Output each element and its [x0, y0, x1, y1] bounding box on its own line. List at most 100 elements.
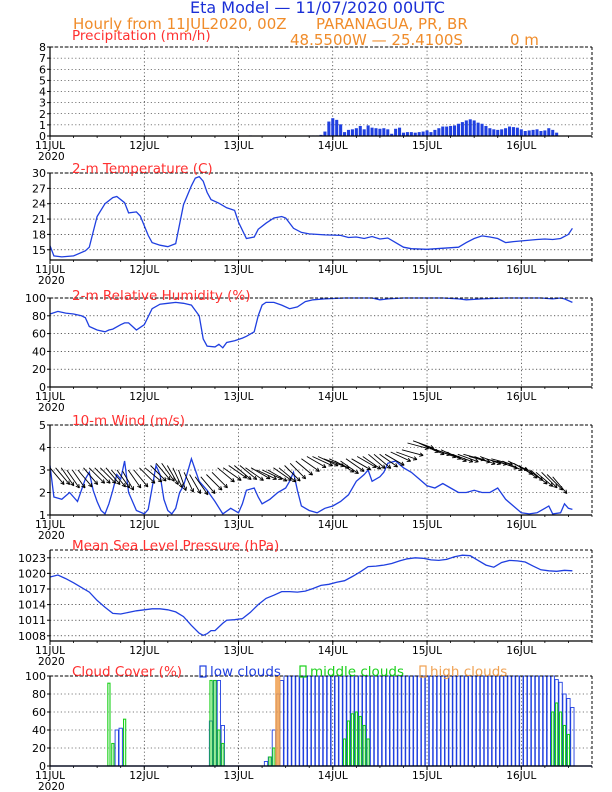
precip-bar [346, 129, 351, 136]
y-tick-label: 3 [39, 97, 46, 110]
wind-vector [362, 456, 382, 470]
panel-title-temp: 2-m Temperature (C) [72, 161, 213, 177]
cloud-bar-middle-clouds [209, 679, 213, 767]
cloud-bar-low-clouds [389, 675, 394, 767]
cloud-bar-middle-clouds [558, 711, 563, 767]
cloud-bar-middle-clouds [217, 729, 221, 767]
y-tick-label: 18 [32, 228, 46, 241]
cloud-bar-middle-clouds [272, 747, 276, 767]
wind-vector [351, 458, 372, 471]
precip-bar [339, 124, 343, 136]
cloud-bar-middle-clouds [221, 742, 225, 767]
precip-bar [500, 129, 504, 136]
location-label: PARANAGUA, PR, BR [316, 15, 468, 33]
cloud-bar-middle-clouds [122, 718, 127, 767]
y-tick-label: 6 [39, 63, 46, 76]
x-tick-label: 14JUL [318, 770, 348, 782]
coordinates-label: 48.5500W — 25.4100S [290, 31, 463, 49]
y-tick-label: 2 [39, 487, 46, 500]
y-tick-label: 1014 [18, 599, 46, 612]
precip-bar [366, 125, 370, 136]
series-line-rh [49, 297, 573, 349]
x-tick-label: 12JUL [129, 391, 159, 403]
cloud-bar-low-clouds [322, 675, 328, 767]
x-tick-label: 13JUL [224, 391, 254, 403]
cloud-bar-middle-clouds [213, 679, 217, 767]
wind-vector [127, 469, 142, 489]
wind-vector [161, 463, 175, 482]
wind-vector [139, 467, 156, 484]
cloud-bar-low-clouds [263, 761, 269, 767]
y-tick-label: 0 [39, 760, 46, 773]
cloud-bar-low-clouds [464, 675, 469, 767]
y-tick-label: 1011 [18, 614, 46, 627]
x-tick-label: 15JUL [412, 770, 442, 782]
wind-vector [111, 469, 127, 488]
x-tick-label: 13JUL [224, 140, 254, 152]
wind-vector [373, 453, 392, 469]
precip-bar [456, 123, 460, 136]
wind-vector [88, 467, 106, 484]
wind-vector [155, 463, 171, 481]
cloud-bar-low-clouds [503, 675, 508, 767]
wind-vector [172, 467, 183, 489]
cloud-bar-low-clouds [460, 675, 465, 767]
wind-vector [222, 467, 242, 481]
cloud-bar-low-clouds [511, 675, 516, 767]
precip-bar [386, 129, 390, 136]
cloud-bar-low-clouds [499, 675, 504, 767]
wind-vector [77, 469, 93, 488]
cloud-bar-low-clouds [468, 675, 473, 767]
precip-bar [531, 129, 535, 136]
wind-vector [530, 469, 548, 485]
panel-wind: 1 2 3 4 5 11JUL 12JUL 13JUL 14JUL 15JUL 16JUL 2020 1… [35, 413, 593, 542]
wind-vector [345, 458, 365, 472]
cloud-bar-low-clouds [534, 675, 540, 767]
precip-bar [449, 125, 453, 136]
x-tick-label: 11JUL [35, 264, 65, 276]
cloud-bar-low-clouds [287, 675, 292, 767]
cloud-bar-middle-clouds [268, 756, 272, 767]
cloud-bar-low-clouds [314, 675, 320, 767]
cloud-bar-middle-clouds [562, 724, 567, 767]
wind-vector [60, 467, 75, 487]
wind-vector [535, 471, 554, 487]
y-tick-label: 2 [39, 108, 46, 121]
legend-label: low clouds [210, 664, 281, 680]
cloud-bar-low-clouds [299, 675, 304, 767]
x-tick-label: 12JUL [129, 264, 159, 276]
cloud-bar-low-clouds [334, 675, 339, 767]
panel-title-mslp: Mean Sea Level Pressure (hPa) [72, 538, 279, 554]
wind-vector [49, 467, 65, 486]
y-tick-label: 20 [32, 363, 46, 376]
x-tick-label: 11JUL [35, 140, 65, 152]
cloud-bar-middle-clouds [342, 738, 347, 767]
wind-vector [435, 449, 457, 459]
precip-bar [535, 129, 539, 136]
year-label: 2020 [38, 151, 65, 163]
legend-label: high clouds [430, 664, 507, 680]
precip-bar [433, 129, 437, 136]
precip-bar [472, 120, 476, 136]
x-tick-label: 16JUL [506, 645, 536, 657]
x-tick-label: 15JUL [412, 519, 442, 531]
wind-vector [122, 470, 135, 491]
precip-bar [398, 127, 402, 136]
cloud-bar-low-clouds [436, 675, 441, 767]
precip-bar [445, 126, 449, 136]
cloud-bar-low-clouds [479, 675, 485, 767]
cloud-bar-low-clouds [507, 675, 512, 767]
chart-header: Eta Model — 11/07/2020 00UTC Hourly from… [0, 0, 612, 48]
cloud-bar-low-clouds [440, 675, 445, 767]
x-tick-label: 15JUL [412, 140, 442, 152]
wind-vector [144, 467, 163, 483]
cloud-bar-low-clouds [401, 675, 406, 767]
precip-bar [504, 128, 508, 136]
wind-vector [541, 471, 558, 489]
cloud-bar-low-clouds [417, 675, 422, 767]
wind-vector [256, 469, 277, 480]
x-tick-label: 12JUL [129, 519, 159, 531]
cloud-bar-middle-clouds [366, 738, 370, 767]
x-tick-label: 16JUL [506, 770, 536, 782]
y-tick-label: 0 [39, 130, 46, 143]
